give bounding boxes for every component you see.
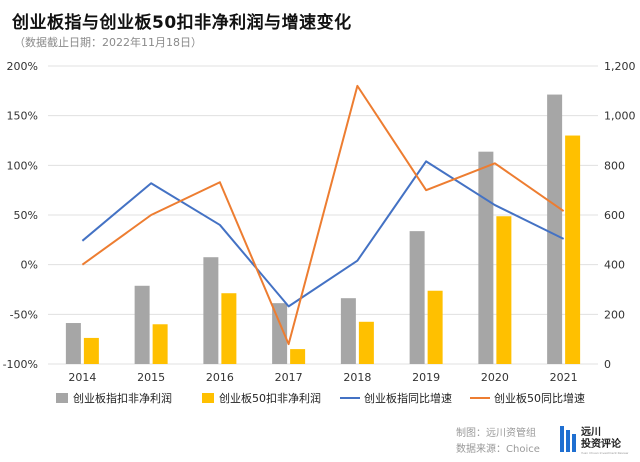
legend-label: 创业板指扣非净利润 — [73, 391, 172, 405]
x-tick-label: 2016 — [206, 371, 234, 384]
line-chinext50-growth — [81, 84, 565, 346]
x-tick-label: 2019 — [412, 371, 440, 384]
bar-chinext50-profit — [290, 349, 306, 364]
left-tick-label: 50% — [14, 209, 38, 222]
chart-subtitle: （数据截止日期：2022年11月18日） — [14, 36, 202, 49]
right-tick-label: 400 — [604, 259, 625, 272]
bar-chinext50-profit — [358, 321, 374, 364]
bar-chinext-profit — [547, 94, 563, 364]
bar-chinext-profit — [65, 323, 81, 364]
footer-source: 数据来源：Choice — [456, 444, 540, 455]
bar-chinext-profit — [134, 285, 150, 364]
left-tick-label: 0% — [21, 259, 38, 272]
bar-chinext50-profit — [221, 293, 237, 364]
right-tick-label: 200 — [604, 308, 625, 321]
logo: 远川 投资评论 Yuan Chuan Investment Review — [560, 422, 636, 456]
logo-tiny: Yuan Chuan Investment Review — [581, 451, 629, 455]
bar-chinext-profit — [409, 231, 425, 364]
logo-mark-icon — [560, 426, 576, 452]
legend-label: 创业板指同比增速 — [364, 391, 452, 405]
bar-chinext-profit — [272, 303, 288, 364]
x-tick-label: 2021 — [550, 371, 578, 384]
bar-chinext50-profit — [565, 135, 581, 364]
left-tick-label: 200% — [7, 60, 38, 73]
x-tick-label: 2014 — [68, 371, 96, 384]
left-tick-label: -100% — [3, 358, 38, 371]
legend-label: 创业板50同比增速 — [494, 391, 585, 405]
right-tick-label: 1,000 — [604, 110, 636, 123]
legend: 创业板指扣非净利润 创业板50扣非净利润 创业板指同比增速 创业板50同比增速 — [56, 391, 585, 405]
bar-chinext-profit — [340, 298, 356, 364]
footer-maker: 制图：远川资管组 — [456, 428, 536, 439]
right-tick-label: 1,200 — [604, 60, 636, 73]
legend-swatch — [56, 393, 68, 403]
right-tick-label: 0 — [604, 358, 611, 371]
x-tick-label: 2018 — [343, 371, 371, 384]
x-tick-label: 2017 — [275, 371, 303, 384]
bar-chinext50-profit — [496, 216, 512, 364]
series-lines — [81, 84, 565, 346]
left-tick-label: 100% — [7, 159, 38, 172]
x-tick-label: 2015 — [137, 371, 165, 384]
logo-sub: 投资评论 — [581, 437, 622, 450]
right-tick-label: 600 — [604, 209, 625, 222]
left-tick-label: 150% — [7, 110, 38, 123]
legend-label: 创业板50扣非净利润 — [219, 391, 321, 405]
bar-chinext-profit — [203, 257, 219, 364]
right-tick-label: 800 — [604, 159, 625, 172]
bar-chinext-profit — [478, 151, 494, 364]
chart-title: 创业板指与创业板50扣非净利润与增速变化 — [12, 13, 352, 33]
bar-chinext50-profit — [427, 290, 443, 364]
bar-chinext50-profit — [83, 337, 99, 364]
bars — [65, 94, 581, 364]
left-tick-label: -50% — [10, 308, 38, 321]
x-tick-label: 2020 — [481, 371, 509, 384]
logo-name: 远川 — [581, 426, 601, 438]
legend-swatch — [202, 393, 214, 403]
bar-chinext50-profit — [152, 324, 168, 364]
axis-ticks: -100% -50% 0% 50% 100% 150% 200% 0 200 400 600 800 1… — [3, 60, 636, 384]
line-chinext-growth — [81, 160, 565, 308]
